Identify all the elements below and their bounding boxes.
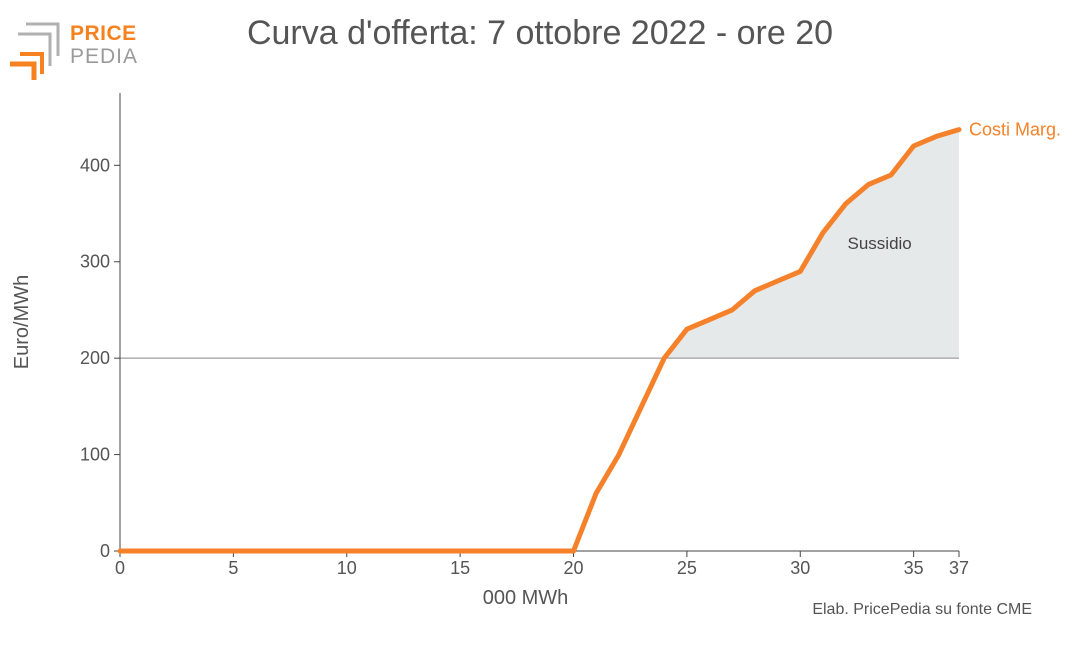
subsidy-label: Sussidio (848, 234, 912, 253)
x-tick-label: 25 (677, 558, 697, 578)
x-tick-label: 20 (563, 558, 583, 578)
y-axis-label: Euro/MWh (11, 275, 33, 369)
x-tick-label: 37 (949, 558, 969, 578)
logo-text-price: PRICE (70, 22, 137, 45)
y-tick-label: 400 (80, 155, 110, 175)
series-label: Costi Marg. (969, 120, 1061, 140)
logo-text-pedia: PEDIA (70, 45, 139, 68)
y-tick-label: 100 (80, 445, 110, 465)
x-tick-label: 15 (450, 558, 470, 578)
x-tick-label: 35 (904, 558, 924, 578)
x-tick-label: 0 (115, 558, 125, 578)
x-tick-label: 30 (790, 558, 810, 578)
source-note: Elab. PricePedia su fonte CME (812, 601, 1032, 618)
subsidy-area (664, 129, 959, 359)
logo-mark-icon (10, 22, 60, 80)
y-tick-label: 300 (80, 252, 110, 272)
y-tick-label: 0 (100, 541, 110, 561)
chart-title: Curva d'offerta: 7 ottobre 2022 - ore 20 (246, 14, 834, 52)
x-tick-label: 5 (228, 558, 238, 578)
pricepedia-logo: PRICE PEDIA (8, 22, 148, 84)
y-tick-label: 200 (80, 348, 110, 368)
x-tick-label: 10 (337, 558, 357, 578)
x-axis-label: 000 MWh (483, 587, 569, 609)
series-line (117, 127, 962, 554)
